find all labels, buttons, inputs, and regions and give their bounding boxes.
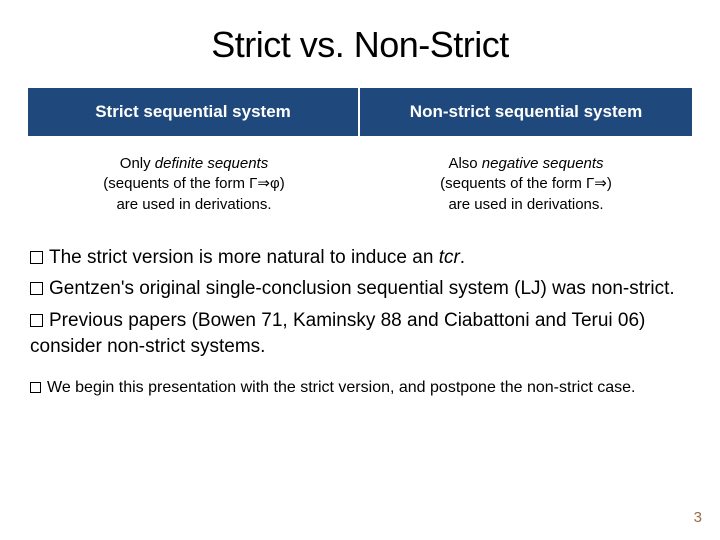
slide-title: Strict vs. Non-Strict xyxy=(28,24,692,66)
bullet-3-text: Previous papers (Bowen 71, Kaminsky 88 a… xyxy=(30,310,645,357)
bullet-1: The strict version is more natural to in… xyxy=(30,245,684,271)
left-line1-pre: Only xyxy=(120,155,155,172)
bullet-list-small: We begin this presentation with the stri… xyxy=(28,377,692,399)
table-header-left: Strict sequential system xyxy=(28,88,360,136)
left-line2: (sequents of the form Γ⇒φ) xyxy=(36,174,352,194)
right-line1: Also negative sequents xyxy=(368,154,684,174)
right-line3: are used in derivations. xyxy=(368,195,684,215)
bullet-list: The strict version is more natural to in… xyxy=(28,245,692,360)
right-line1-pre: Also xyxy=(448,155,481,172)
checkbox-icon xyxy=(30,382,41,393)
comparison-table: Strict sequential system Non-strict sequ… xyxy=(28,88,692,235)
checkbox-icon xyxy=(30,251,43,264)
table-header-right: Non-strict sequential system xyxy=(360,88,692,136)
slide: Strict vs. Non-Strict Strict sequential … xyxy=(0,0,720,540)
right-line1-em: negative sequents xyxy=(482,155,604,172)
table-body-right: Also negative sequents (sequents of the … xyxy=(360,136,692,235)
left-line1-em: definite sequents xyxy=(155,155,268,172)
small-bullet-1-text: We begin this presentation with the stri… xyxy=(47,379,635,396)
table-header-row: Strict sequential system Non-strict sequ… xyxy=(28,88,692,136)
left-line1: Only definite sequents xyxy=(36,154,352,174)
checkbox-icon xyxy=(30,282,43,295)
small-bullet-1: We begin this presentation with the stri… xyxy=(30,377,684,399)
bullet-1-it: tcr xyxy=(439,247,460,268)
table-body-row: Only definite sequents (sequents of the … xyxy=(28,136,692,235)
bullet-3: Previous papers (Bowen 71, Kaminsky 88 a… xyxy=(30,308,684,359)
checkbox-icon xyxy=(30,314,43,327)
page-number: 3 xyxy=(694,509,702,526)
bullet-1-pre: The strict version is more natural to in… xyxy=(49,247,439,268)
bullet-2-text: Gentzen's original single-conclusion seq… xyxy=(49,278,675,299)
right-line2: (sequents of the form Γ⇒) xyxy=(368,174,684,194)
left-line3: are used in derivations. xyxy=(36,195,352,215)
bullet-1-post: . xyxy=(460,247,465,268)
bullet-2: Gentzen's original single-conclusion seq… xyxy=(30,276,684,302)
table-body-left: Only definite sequents (sequents of the … xyxy=(28,136,360,235)
